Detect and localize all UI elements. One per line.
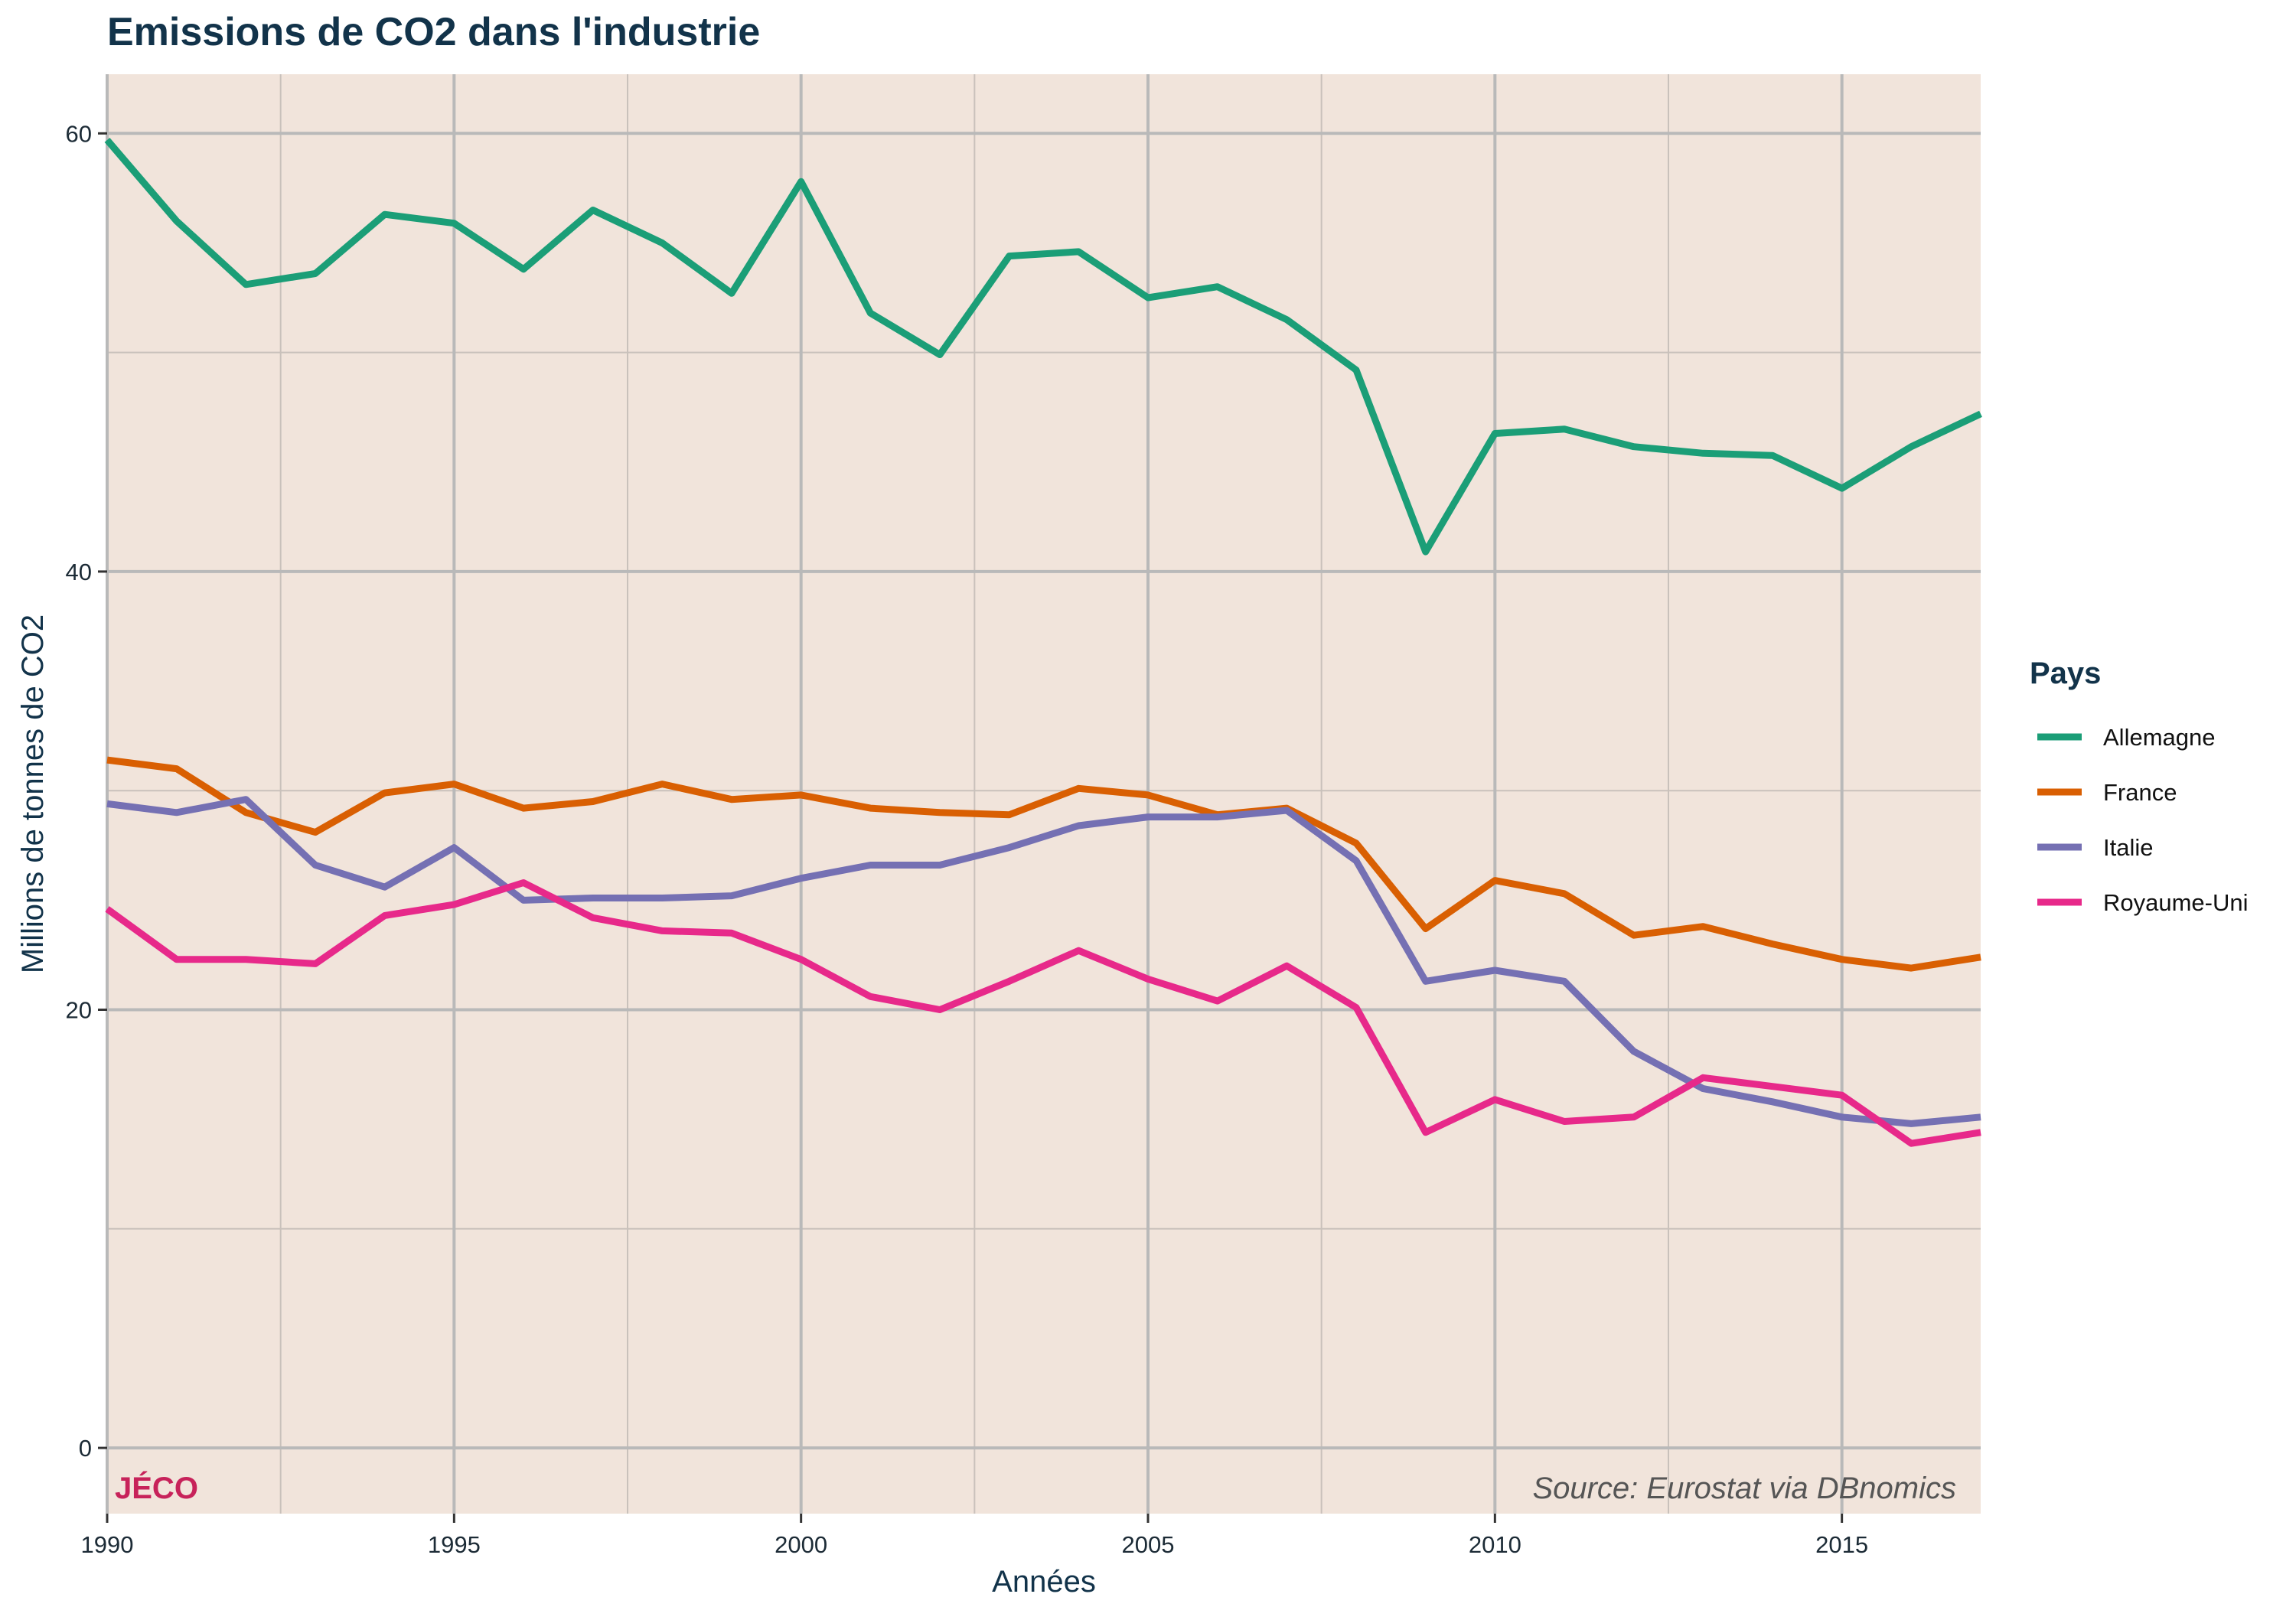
x-tick-label: 1990 (81, 1531, 134, 1558)
legend-title: Pays (2030, 657, 2101, 690)
axes: 0 20 40 60 1990 1995 2000 2005 2010 2015 Années Mil… (16, 120, 1868, 1599)
series-lines (104, 137, 1982, 1147)
series-line-royaume-uni (105, 879, 1981, 1147)
x-tick-label: 2010 (1469, 1531, 1521, 1558)
legend-label-royaume-uni: Royaume-Uni (2103, 889, 2249, 916)
logo-jeco: JÉCO (115, 1471, 198, 1505)
y-tick-label: 60 (66, 120, 92, 147)
legend-label-france: France (2103, 779, 2177, 806)
source-note: Source: Eurostat via DBnomics (1532, 1472, 1956, 1505)
y-tick-label: 20 (66, 997, 92, 1024)
x-tick-label: 2005 (1122, 1531, 1175, 1558)
legend-label-allemagne: Allemagne (2103, 724, 2215, 751)
y-tick-label: 0 (79, 1435, 92, 1462)
legend-label-italie: Italie (2103, 834, 2153, 861)
x-tick-label: 1995 (428, 1531, 481, 1558)
chart-title: Emissions de CO2 dans l'industrie (107, 10, 761, 54)
series-line-italie (106, 796, 1981, 1127)
legend: Pays Allemagne France Italie Royaume-Uni (2030, 657, 2249, 916)
x-tick-label: 2000 (775, 1531, 827, 1558)
series-line-allemagne (104, 137, 1982, 556)
y-tick-label: 40 (66, 559, 92, 585)
series-line-france (106, 756, 1981, 972)
x-axis-title: Années (992, 1565, 1096, 1599)
y-axis-title: Millions de tonnes de CO2 (16, 614, 50, 973)
x-tick-label: 2015 (1815, 1531, 1868, 1558)
